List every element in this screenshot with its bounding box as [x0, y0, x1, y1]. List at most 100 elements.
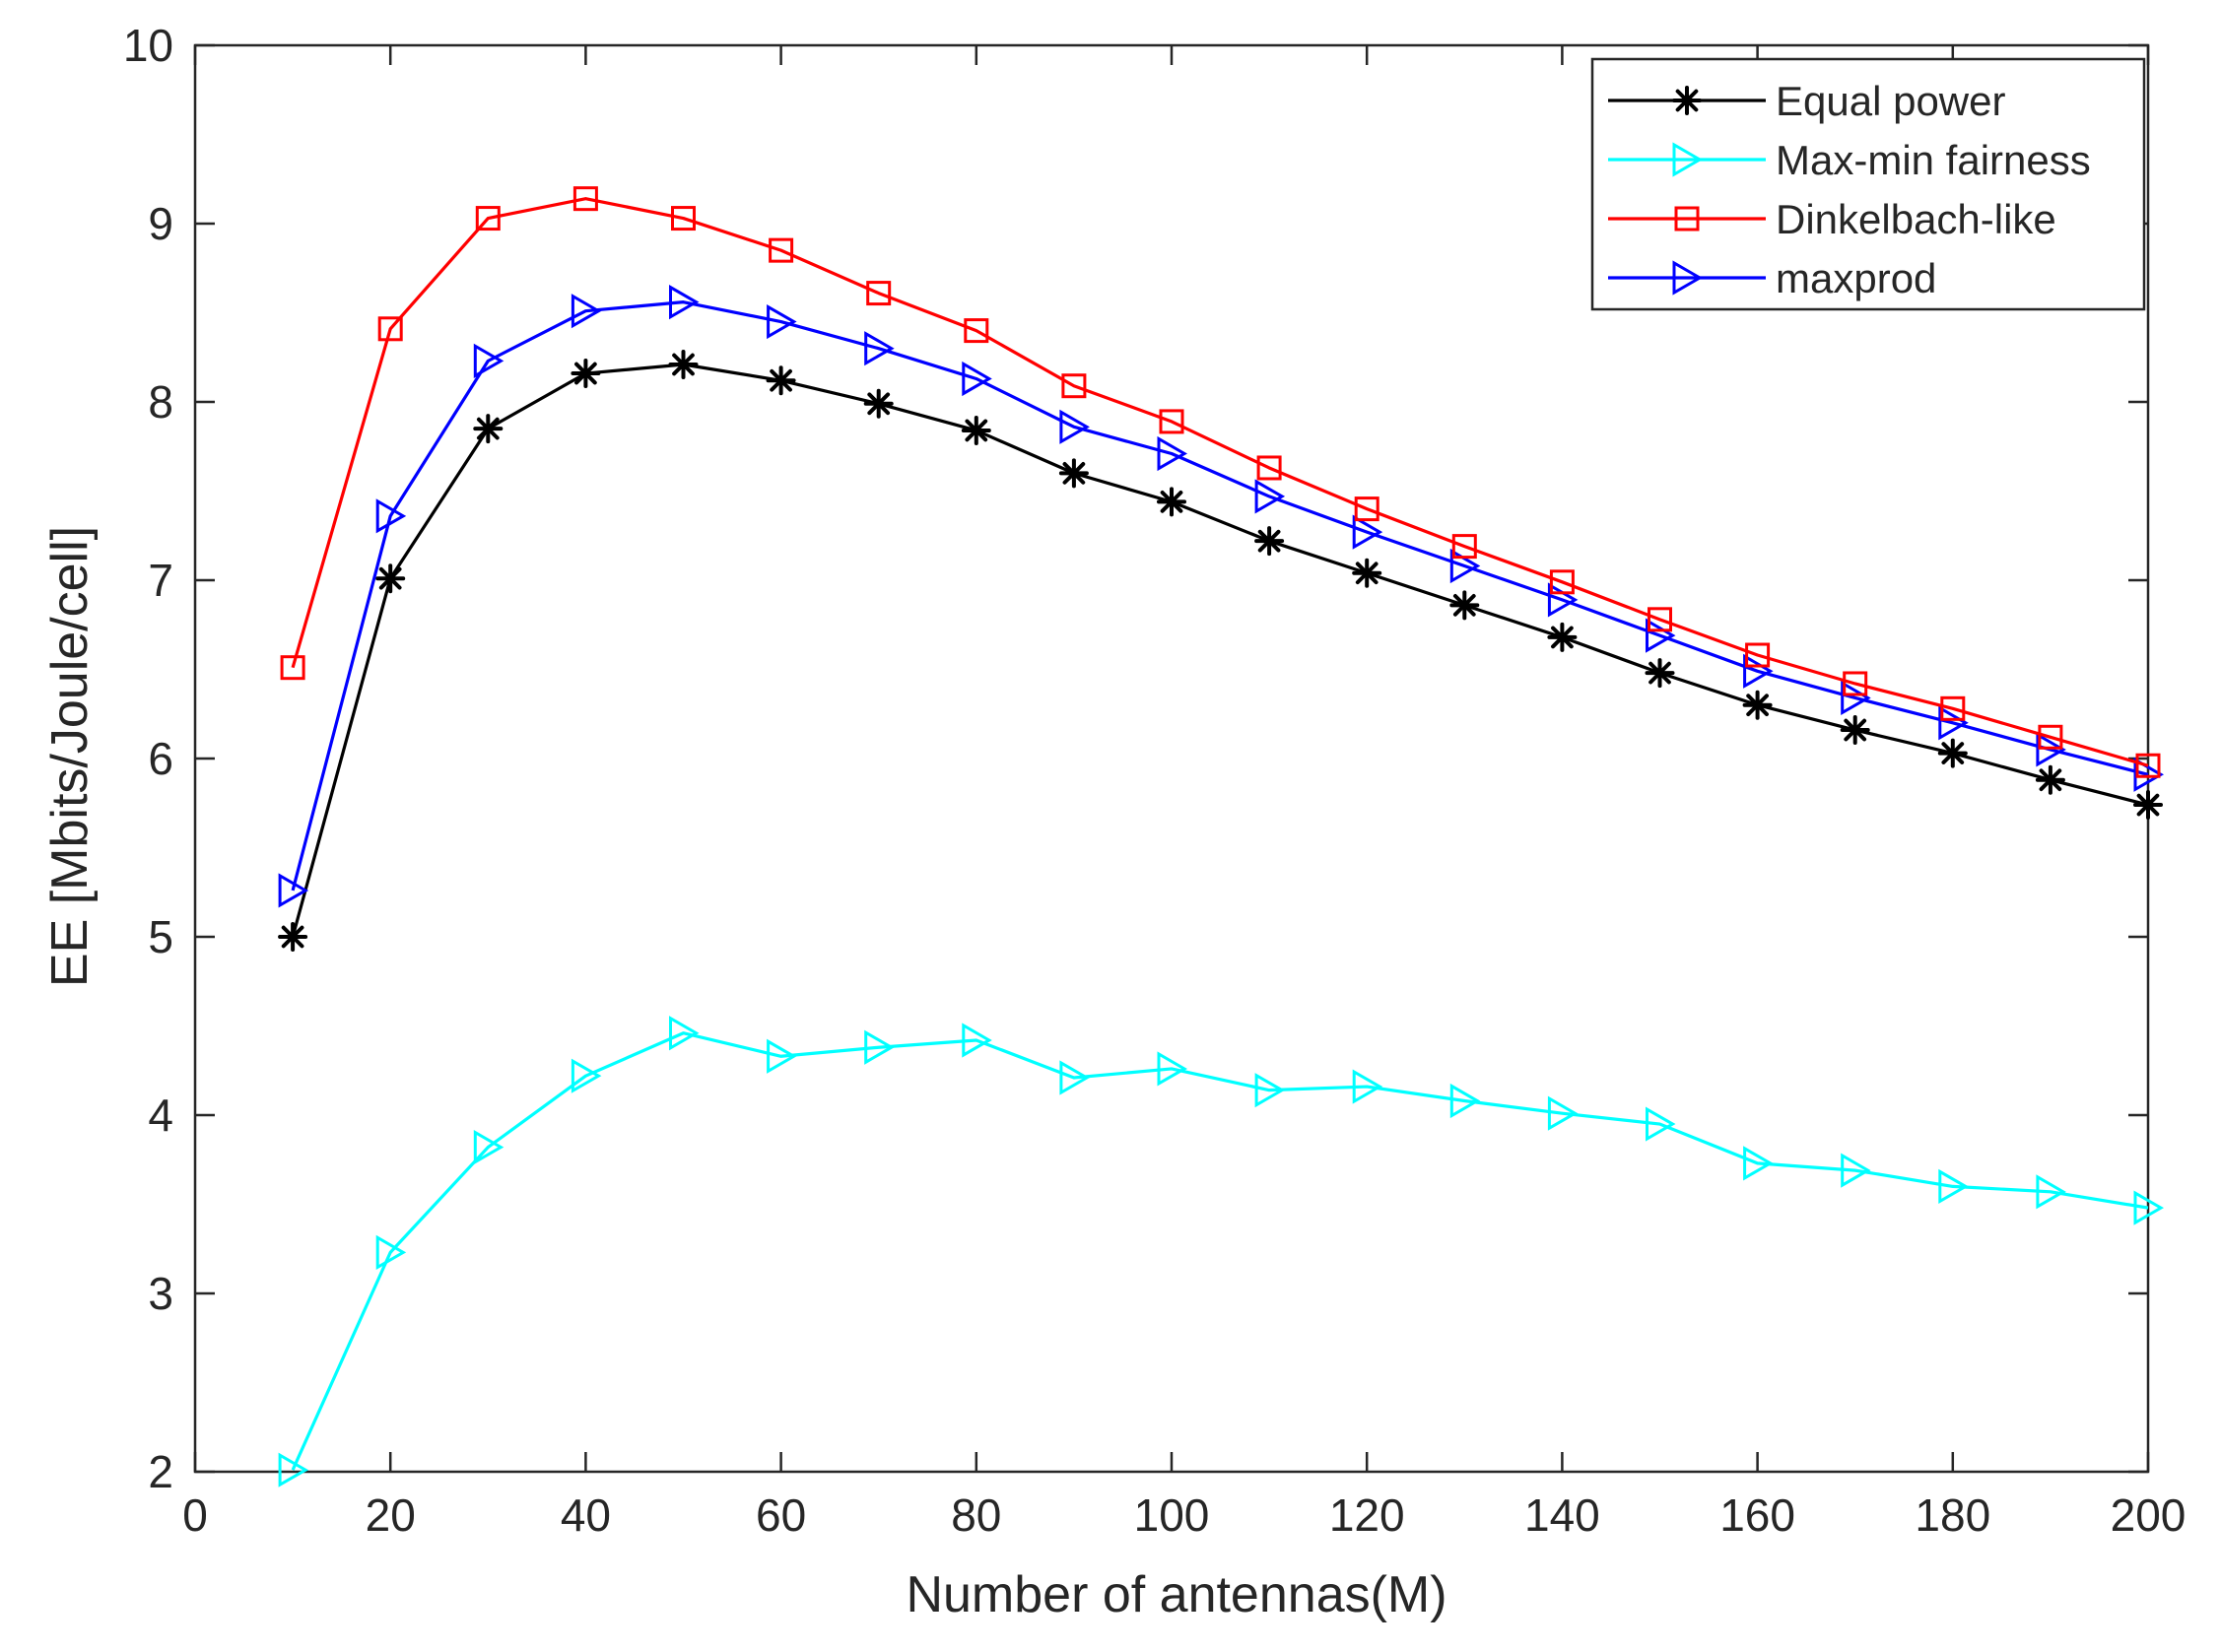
- marker-stroke: [1941, 742, 1965, 764]
- x-tick-label: 180: [1915, 1489, 1990, 1541]
- data-point-dinkelbach-like: [2135, 753, 2161, 778]
- y-tick-label: 6: [148, 733, 173, 784]
- data-point-dinkelbach-like: [964, 318, 989, 344]
- data-point-dinkelbach-like: [866, 281, 892, 306]
- marker-stroke: [1551, 626, 1574, 649]
- legend-marker: [1672, 260, 1704, 296]
- data-point-maxprod: [864, 331, 895, 366]
- legend-marker: [1674, 206, 1700, 231]
- marker-stroke: [2039, 768, 2062, 792]
- data-point-maxprod: [962, 361, 992, 397]
- data-point-equal-power: [2035, 764, 2065, 795]
- data-point-equal-power: [1157, 487, 1186, 517]
- data-point-dinkelbach-like: [1843, 671, 1868, 696]
- legend-item-maxprod: maxprod: [1608, 255, 1936, 301]
- data-point-maxprod: [571, 294, 602, 329]
- data-point-max-min-fairness: [767, 1038, 797, 1074]
- data-point-dinkelbach-like: [1451, 534, 1477, 560]
- data-point-max-min-fairness: [1449, 1083, 1481, 1119]
- series-line-max-min-fairness: [291, 1031, 2149, 1471]
- data-point-max-min-fairness: [1254, 1073, 1286, 1108]
- data-point-maxprod: [2133, 757, 2165, 792]
- series-max-min-fairness: [278, 1016, 2165, 1487]
- series-line-equal-power: [291, 363, 2149, 938]
- legend-item-dinkelbach-like: Dinkelbach-like: [1608, 196, 2056, 242]
- x-tick-label: 20: [366, 1489, 416, 1541]
- data-point-max-min-fairness: [278, 1452, 309, 1487]
- data-point-maxprod: [1841, 680, 1871, 716]
- data-point-max-min-fairness: [1059, 1060, 1090, 1095]
- marker-stroke: [281, 925, 304, 949]
- y-tick-label: 5: [148, 911, 173, 962]
- data-point-max-min-fairness: [2036, 1174, 2066, 1210]
- y-tick-label: 8: [148, 376, 173, 428]
- data-point-maxprod: [1254, 479, 1286, 514]
- marker-stroke: [770, 368, 792, 392]
- plot-area: [278, 186, 2165, 1487]
- data-point-dinkelbach-like: [2038, 724, 2063, 750]
- legend-marker: [1672, 86, 1702, 115]
- data-point-dinkelbach-like: [280, 655, 305, 681]
- data-point-maxprod: [375, 498, 407, 534]
- data-point-dinkelbach-like: [1940, 695, 1966, 721]
- data-point-max-min-fairness: [864, 1029, 895, 1065]
- data-point-max-min-fairness: [473, 1129, 505, 1165]
- x-axis-label: Number of antennas(M): [906, 1566, 1446, 1623]
- data-point-dinkelbach-like: [377, 316, 403, 342]
- data-point-maxprod: [1646, 618, 1676, 653]
- x-tick-label: 160: [1719, 1489, 1795, 1541]
- data-point-dinkelbach-like: [1549, 569, 1575, 595]
- legend: Equal power Max-min fairness Dinkelbach-li…: [1590, 57, 2146, 311]
- data-point-equal-power: [278, 922, 308, 952]
- legend-item-max-min-fairness: Max-min fairness: [1608, 137, 2091, 183]
- marker-stroke: [1160, 491, 1183, 513]
- data-point-equal-power: [375, 563, 406, 594]
- y-tick-label: 9: [148, 198, 173, 249]
- data-point-equal-power: [1547, 622, 1578, 652]
- data-point-max-min-fairness: [962, 1023, 992, 1058]
- data-point-equal-power: [1840, 715, 1870, 746]
- marker-stroke: [574, 362, 597, 385]
- series-equal-power: [278, 349, 2163, 952]
- y-axis-label: EE [Mbits/Joule/cell]: [41, 526, 99, 987]
- data-point-max-min-fairness: [1743, 1146, 1774, 1181]
- data-point-dinkelbach-like: [671, 206, 696, 231]
- data-point-equal-power: [961, 415, 991, 445]
- legend-item-equal-power: Equal power: [1608, 78, 2005, 124]
- marker-stroke: [2136, 793, 2160, 817]
- data-point-equal-power: [766, 365, 796, 396]
- data-point-max-min-fairness: [1646, 1106, 1676, 1142]
- data-point-maxprod: [669, 285, 700, 320]
- data-point-dinkelbach-like: [1354, 496, 1379, 522]
- data-point-max-min-fairness: [1841, 1153, 1871, 1188]
- data-point-dinkelbach-like: [572, 186, 598, 212]
- marker-stroke: [1355, 562, 1379, 585]
- data-point-maxprod: [767, 303, 797, 340]
- data-point-maxprod: [1352, 514, 1383, 550]
- x-tick-label: 140: [1524, 1489, 1600, 1541]
- data-point-max-min-fairness: [1547, 1095, 1579, 1131]
- marker-stroke: [672, 353, 695, 376]
- data-point-equal-power: [1352, 558, 1382, 588]
- y-tick-label: 10: [123, 20, 173, 71]
- x-tick-label: 0: [182, 1489, 208, 1541]
- data-point-dinkelbach-like: [1159, 409, 1184, 434]
- data-point-maxprod: [2036, 732, 2066, 767]
- y-tick-label: 2: [148, 1446, 173, 1497]
- legend-label: Equal power: [1776, 78, 2005, 124]
- y-tick-label: 7: [148, 555, 173, 606]
- data-point-max-min-fairness: [1352, 1069, 1383, 1104]
- data-point-max-min-fairness: [1938, 1168, 1969, 1204]
- series-maxprod: [278, 285, 2165, 908]
- data-point-equal-power: [1937, 738, 1968, 768]
- marker-stroke: [1648, 661, 1671, 685]
- x-tick-label: 80: [951, 1489, 1001, 1541]
- marker-stroke: [378, 566, 402, 590]
- x-tick-label: 200: [2111, 1489, 2186, 1541]
- data-point-equal-power: [668, 349, 699, 379]
- series-line-maxprod: [291, 300, 2149, 892]
- data-point-maxprod: [278, 873, 309, 908]
- data-point-equal-power: [863, 388, 894, 419]
- data-point-dinkelbach-like: [1648, 607, 1672, 632]
